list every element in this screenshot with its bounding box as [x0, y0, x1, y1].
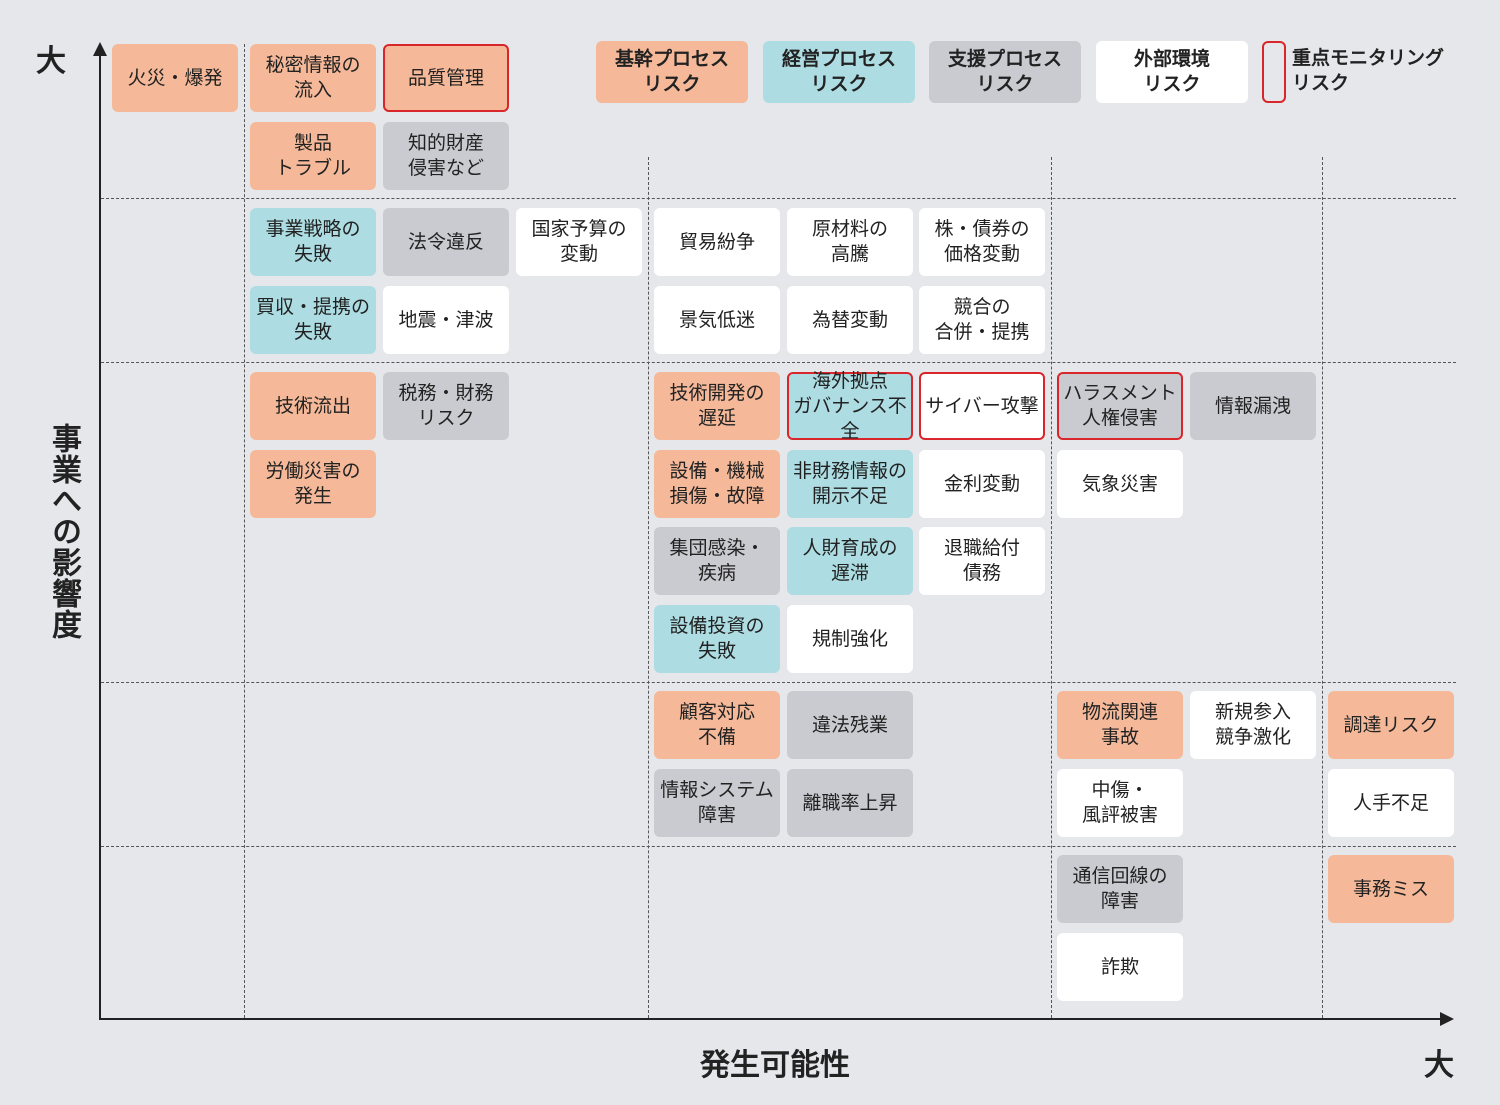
y-axis-label: 事業への影響度	[46, 423, 81, 640]
risk-item: 金利変動	[919, 450, 1045, 518]
grid-vline	[648, 157, 649, 1018]
risk-item: 退職給付 債務	[919, 527, 1045, 595]
risk-item: 技術流出	[250, 372, 376, 440]
risk-item: 国家予算の 変動	[516, 208, 642, 276]
risk-item: 調達リスク	[1328, 691, 1454, 759]
risk-item: 情報漏洩	[1190, 372, 1316, 440]
risk-item: 新規参入 競争激化	[1190, 691, 1316, 759]
risk-item: 規制強化	[787, 605, 913, 673]
risk-item: 火災・爆発	[112, 44, 238, 112]
risk-item: 知的財産 侵害など	[383, 122, 509, 190]
risk-item: 非財務情報の 開示不足	[787, 450, 913, 518]
legend-support: 支援プロセス リスク	[929, 41, 1081, 103]
risk-item: 秘密情報の 流入	[250, 44, 376, 112]
risk-item: 物流関連 事故	[1057, 691, 1183, 759]
risk-item: 人手不足	[1328, 769, 1454, 837]
risk-item: 気象災害	[1057, 450, 1183, 518]
grid-vline	[244, 44, 245, 1018]
risk-item: 競合の 合併・提携	[919, 286, 1045, 354]
x-axis-line	[99, 1018, 1444, 1020]
risk-item: 離職率上昇	[787, 769, 913, 837]
grid-vline	[1322, 157, 1323, 1018]
y-axis-arrow-icon	[93, 42, 107, 56]
legend-core: 基幹プロセス リスク	[596, 41, 748, 103]
risk-item: 通信回線の 障害	[1057, 855, 1183, 923]
risk-item: ハラスメント 人権侵害	[1057, 372, 1183, 440]
legend-external: 外部環境 リスク	[1096, 41, 1248, 103]
risk-item: 法令違反	[383, 208, 509, 276]
grid-hline	[101, 362, 1456, 363]
risk-item: 人財育成の 遅滞	[787, 527, 913, 595]
risk-item: 事業戦略の 失敗	[250, 208, 376, 276]
risk-item: 買収・提携の 失敗	[250, 286, 376, 354]
risk-item: 景気低迷	[654, 286, 780, 354]
grid-hline	[101, 682, 1456, 683]
risk-item: 設備・機械 損傷・故障	[654, 450, 780, 518]
y-axis-line	[99, 52, 101, 1020]
legend-focus-label: 重点モニタリング リスク	[1292, 47, 1445, 94]
risk-item: 技術開発の 遅延	[654, 372, 780, 440]
risk-item: 詐欺	[1057, 933, 1183, 1001]
risk-item: 事務ミス	[1328, 855, 1454, 923]
risk-item: 中傷・ 風評被害	[1057, 769, 1183, 837]
x-axis-max-label: 大	[1424, 1048, 1454, 1083]
legend-focus-swatch	[1262, 41, 1286, 103]
risk-item: 情報システム 障害	[654, 769, 780, 837]
risk-item: サイバー攻撃	[919, 372, 1045, 440]
risk-item: 海外拠点 ガバナンス不全	[787, 370, 913, 442]
legend-mgmt: 経営プロセス リスク	[763, 41, 915, 103]
risk-item: 集団感染・ 疾病	[654, 527, 780, 595]
risk-item: 設備投資の 失敗	[654, 605, 780, 673]
grid-vline	[1051, 157, 1052, 1018]
risk-item: 品質管理	[383, 44, 509, 112]
grid-hline	[101, 846, 1456, 847]
x-axis-label: 発生可能性	[700, 1048, 850, 1083]
risk-item: 原材料の 高騰	[787, 208, 913, 276]
risk-item: 労働災害の 発生	[250, 450, 376, 518]
risk-item: 顧客対応 不備	[654, 691, 780, 759]
risk-item: 貿易紛争	[654, 208, 780, 276]
risk-item: 製品 トラブル	[250, 122, 376, 190]
y-axis-max-label: 大	[36, 44, 66, 79]
risk-item: 株・債券の 価格変動	[919, 208, 1045, 276]
grid-hline	[101, 198, 1456, 199]
risk-item: 違法残業	[787, 691, 913, 759]
x-axis-arrow-icon	[1440, 1012, 1454, 1026]
risk-item: 地震・津波	[383, 286, 509, 354]
risk-item: 税務・財務 リスク	[383, 372, 509, 440]
risk-item: 為替変動	[787, 286, 913, 354]
